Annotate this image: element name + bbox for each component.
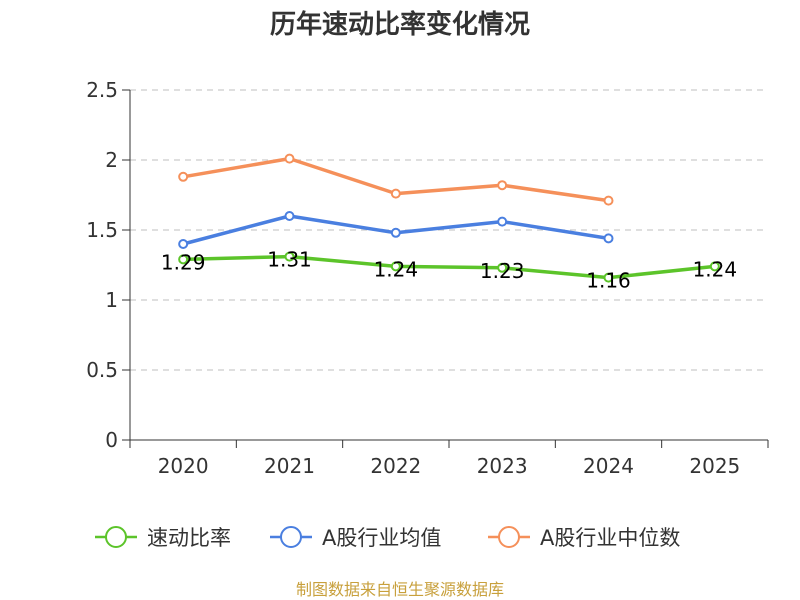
data-point bbox=[390, 188, 401, 199]
data-label: 1.23 bbox=[480, 259, 525, 283]
series-layer bbox=[178, 153, 720, 283]
data-point bbox=[497, 180, 508, 191]
legend: 速动比率 A股行业均值 A股行业中位数 bbox=[95, 526, 680, 550]
x-tick-label: 2025 bbox=[689, 454, 740, 478]
data-point bbox=[178, 239, 189, 249]
y-tick-label: 0.5 bbox=[86, 358, 118, 382]
x-tick-label: 2023 bbox=[477, 454, 528, 478]
x-tick-label: 2020 bbox=[158, 454, 209, 478]
data-label: 1.31 bbox=[267, 248, 312, 272]
data-point bbox=[284, 251, 295, 262]
x-tick-label: 2022 bbox=[370, 454, 421, 478]
y-tick-label: 2 bbox=[105, 148, 118, 172]
y-tick-label: 1 bbox=[105, 288, 118, 312]
chart-title: 历年速动比率变化情况 bbox=[270, 9, 530, 40]
data-point bbox=[178, 171, 189, 182]
y-tick-label: 0 bbox=[105, 428, 118, 452]
data-label: 1.24 bbox=[374, 257, 419, 281]
legend-label: A股行业均值 bbox=[322, 526, 441, 550]
data-label: 1.16 bbox=[586, 269, 631, 293]
data-label: 1.24 bbox=[693, 257, 738, 281]
data-point bbox=[497, 216, 508, 227]
data-point bbox=[497, 262, 508, 273]
data-point bbox=[709, 261, 720, 272]
x-tick-label: 2024 bbox=[583, 454, 634, 478]
data-point bbox=[178, 254, 189, 265]
data-point bbox=[390, 261, 401, 272]
data-point bbox=[284, 211, 295, 221]
data-point bbox=[390, 227, 401, 238]
legend-marker-0 bbox=[105, 526, 127, 548]
data-label: 1.29 bbox=[161, 250, 206, 274]
data-point bbox=[603, 272, 614, 283]
grid-lines bbox=[130, 89, 768, 371]
axes: 0 0.5 1 1.5 2 2.5 2020 2021 2022 2023 2024 2025 bbox=[86, 78, 769, 478]
data-point bbox=[603, 195, 614, 206]
series-line-0 bbox=[183, 254, 716, 280]
y-tick-label: 1.5 bbox=[86, 218, 118, 242]
x-tick-label: 2021 bbox=[264, 454, 315, 478]
legend-marker-1 bbox=[280, 526, 302, 548]
legend-label: 速动比率 bbox=[147, 526, 231, 550]
legend-marker-2 bbox=[498, 526, 520, 548]
source-footer: 制图数据来自恒生聚源数据库 bbox=[296, 580, 504, 599]
data-point bbox=[284, 153, 295, 164]
data-labels: 1.29 1.31 1.24 1.23 1.16 1.24 bbox=[161, 248, 737, 293]
legend-label: A股行业中位数 bbox=[540, 526, 680, 550]
y-tick-label: 2.5 bbox=[86, 78, 118, 102]
data-point bbox=[603, 233, 614, 244]
